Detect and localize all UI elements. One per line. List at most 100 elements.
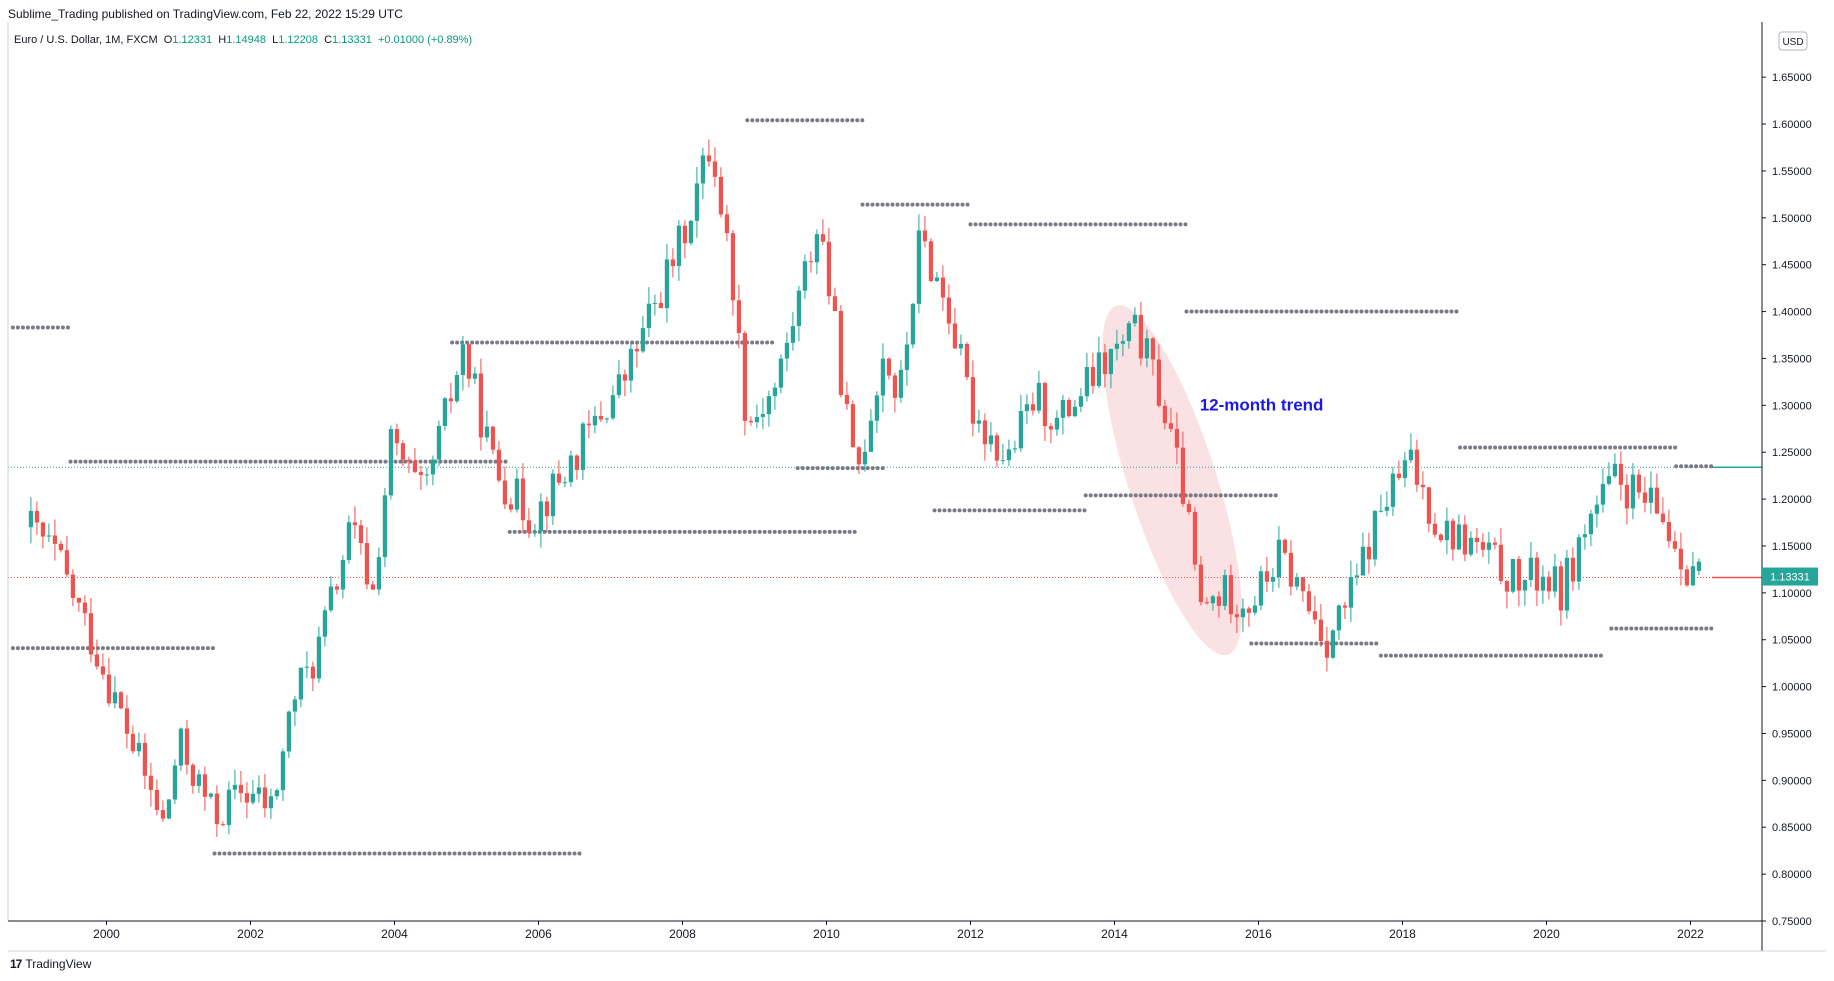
candle-body: [1390, 473, 1395, 507]
candle-body: [622, 374, 627, 381]
candle-body: [988, 435, 993, 445]
candle-body: [796, 290, 801, 327]
candle-body: [1636, 474, 1641, 493]
candle-body: [952, 323, 957, 349]
candle-body: [364, 543, 369, 585]
candle-body: [556, 473, 561, 483]
x-tick-label: 2020: [1533, 927, 1560, 941]
candle-body: [1030, 404, 1035, 411]
candle-body: [280, 751, 285, 791]
candle-body: [1372, 510, 1377, 560]
candle-body: [1426, 487, 1431, 524]
candle-body: [1642, 492, 1647, 503]
y-tick-label: 1.65000: [1772, 72, 1812, 84]
candle-body: [76, 597, 81, 603]
candle-body: [694, 183, 699, 221]
candle-body: [196, 774, 201, 786]
candle-body: [286, 711, 291, 752]
candle-body: [202, 774, 207, 797]
candle-body: [1486, 542, 1491, 550]
candle-body: [1468, 537, 1473, 555]
x-tick-label: 2000: [93, 927, 120, 941]
candle-body: [784, 342, 789, 359]
candle-body: [352, 522, 357, 526]
candle-body: [1348, 577, 1353, 608]
candle-body: [28, 510, 33, 528]
footer-brand[interactable]: 17 TradingView: [10, 957, 91, 971]
candle-body: [1414, 449, 1419, 485]
candle-body: [1126, 323, 1131, 342]
candle-body: [1090, 367, 1095, 386]
candle-body: [190, 764, 195, 786]
candle-body: [970, 377, 975, 424]
candle-body: [808, 261, 813, 263]
candle-body: [718, 176, 723, 215]
candle-body: [580, 423, 585, 470]
candle-body: [508, 504, 513, 510]
candle-body: [142, 742, 147, 776]
candle-body: [814, 234, 819, 263]
candle-body: [1084, 367, 1089, 397]
candle-body: [304, 666, 309, 668]
candle-body: [1138, 314, 1143, 359]
candle-body: [1366, 546, 1371, 560]
candle-body: [106, 674, 111, 704]
y-tick-label: 0.75000: [1772, 916, 1812, 928]
candle-body: [1078, 396, 1083, 407]
candle-body: [682, 225, 687, 244]
candle-body: [1474, 537, 1479, 542]
candle-body: [1408, 449, 1413, 461]
candle-body: [520, 478, 525, 521]
candle-body: [1288, 552, 1293, 587]
candle-body: [388, 429, 393, 496]
candle-body: [316, 636, 321, 679]
candle-body: [592, 415, 597, 426]
candle-body: [982, 420, 987, 445]
candle-body: [1048, 426, 1053, 430]
candle-body: [160, 810, 165, 819]
candle-body: [412, 461, 417, 473]
y-tick-label: 0.80000: [1772, 869, 1812, 881]
candle-body: [430, 459, 435, 475]
candle-body: [1060, 399, 1065, 418]
y-tick-label: 1.50000: [1772, 213, 1812, 225]
candle-body: [1156, 359, 1161, 406]
symbol-name: Euro / U.S. Dollar, 1M, FXCM: [14, 34, 158, 46]
currency-badge[interactable]: [1778, 31, 1808, 51]
candle-body: [406, 459, 411, 462]
price-badge-label: 1.13331: [1770, 572, 1810, 584]
candle-body: [1096, 352, 1101, 386]
candle-body: [1588, 513, 1593, 535]
candle-body: [1528, 557, 1533, 580]
candle-body: [238, 784, 243, 794]
candle-body: [1012, 448, 1017, 450]
candle-body: [868, 420, 873, 452]
candle-body: [856, 447, 861, 465]
candle-body: [1342, 605, 1347, 608]
price-badge[interactable]: [1762, 567, 1818, 586]
candle-body: [1318, 619, 1323, 641]
candle-body: [1072, 406, 1077, 417]
candle-body: [1444, 520, 1449, 541]
candle-body: [1054, 417, 1059, 430]
candle-body: [82, 602, 87, 614]
candle-body: [1648, 487, 1653, 503]
candle-body: [1378, 510, 1383, 512]
candle-body: [250, 793, 255, 803]
candle-body: [1024, 404, 1029, 412]
y-tick-label: 1.05000: [1772, 635, 1812, 647]
candle-body: [760, 414, 765, 417]
close-value: 1.13331: [332, 34, 372, 46]
candle-body: [574, 455, 579, 470]
candle-body: [754, 416, 759, 423]
candle-body: [484, 426, 489, 438]
candle-body: [1330, 630, 1335, 658]
y-tick-label: 1.35000: [1772, 353, 1812, 365]
candle-body: [1630, 474, 1635, 509]
candle-body: [220, 824, 225, 826]
y-tick-label: 1.60000: [1772, 119, 1812, 131]
y-tick-label: 1.40000: [1772, 307, 1812, 319]
candle-body: [40, 522, 45, 537]
candle-body: [886, 358, 891, 376]
